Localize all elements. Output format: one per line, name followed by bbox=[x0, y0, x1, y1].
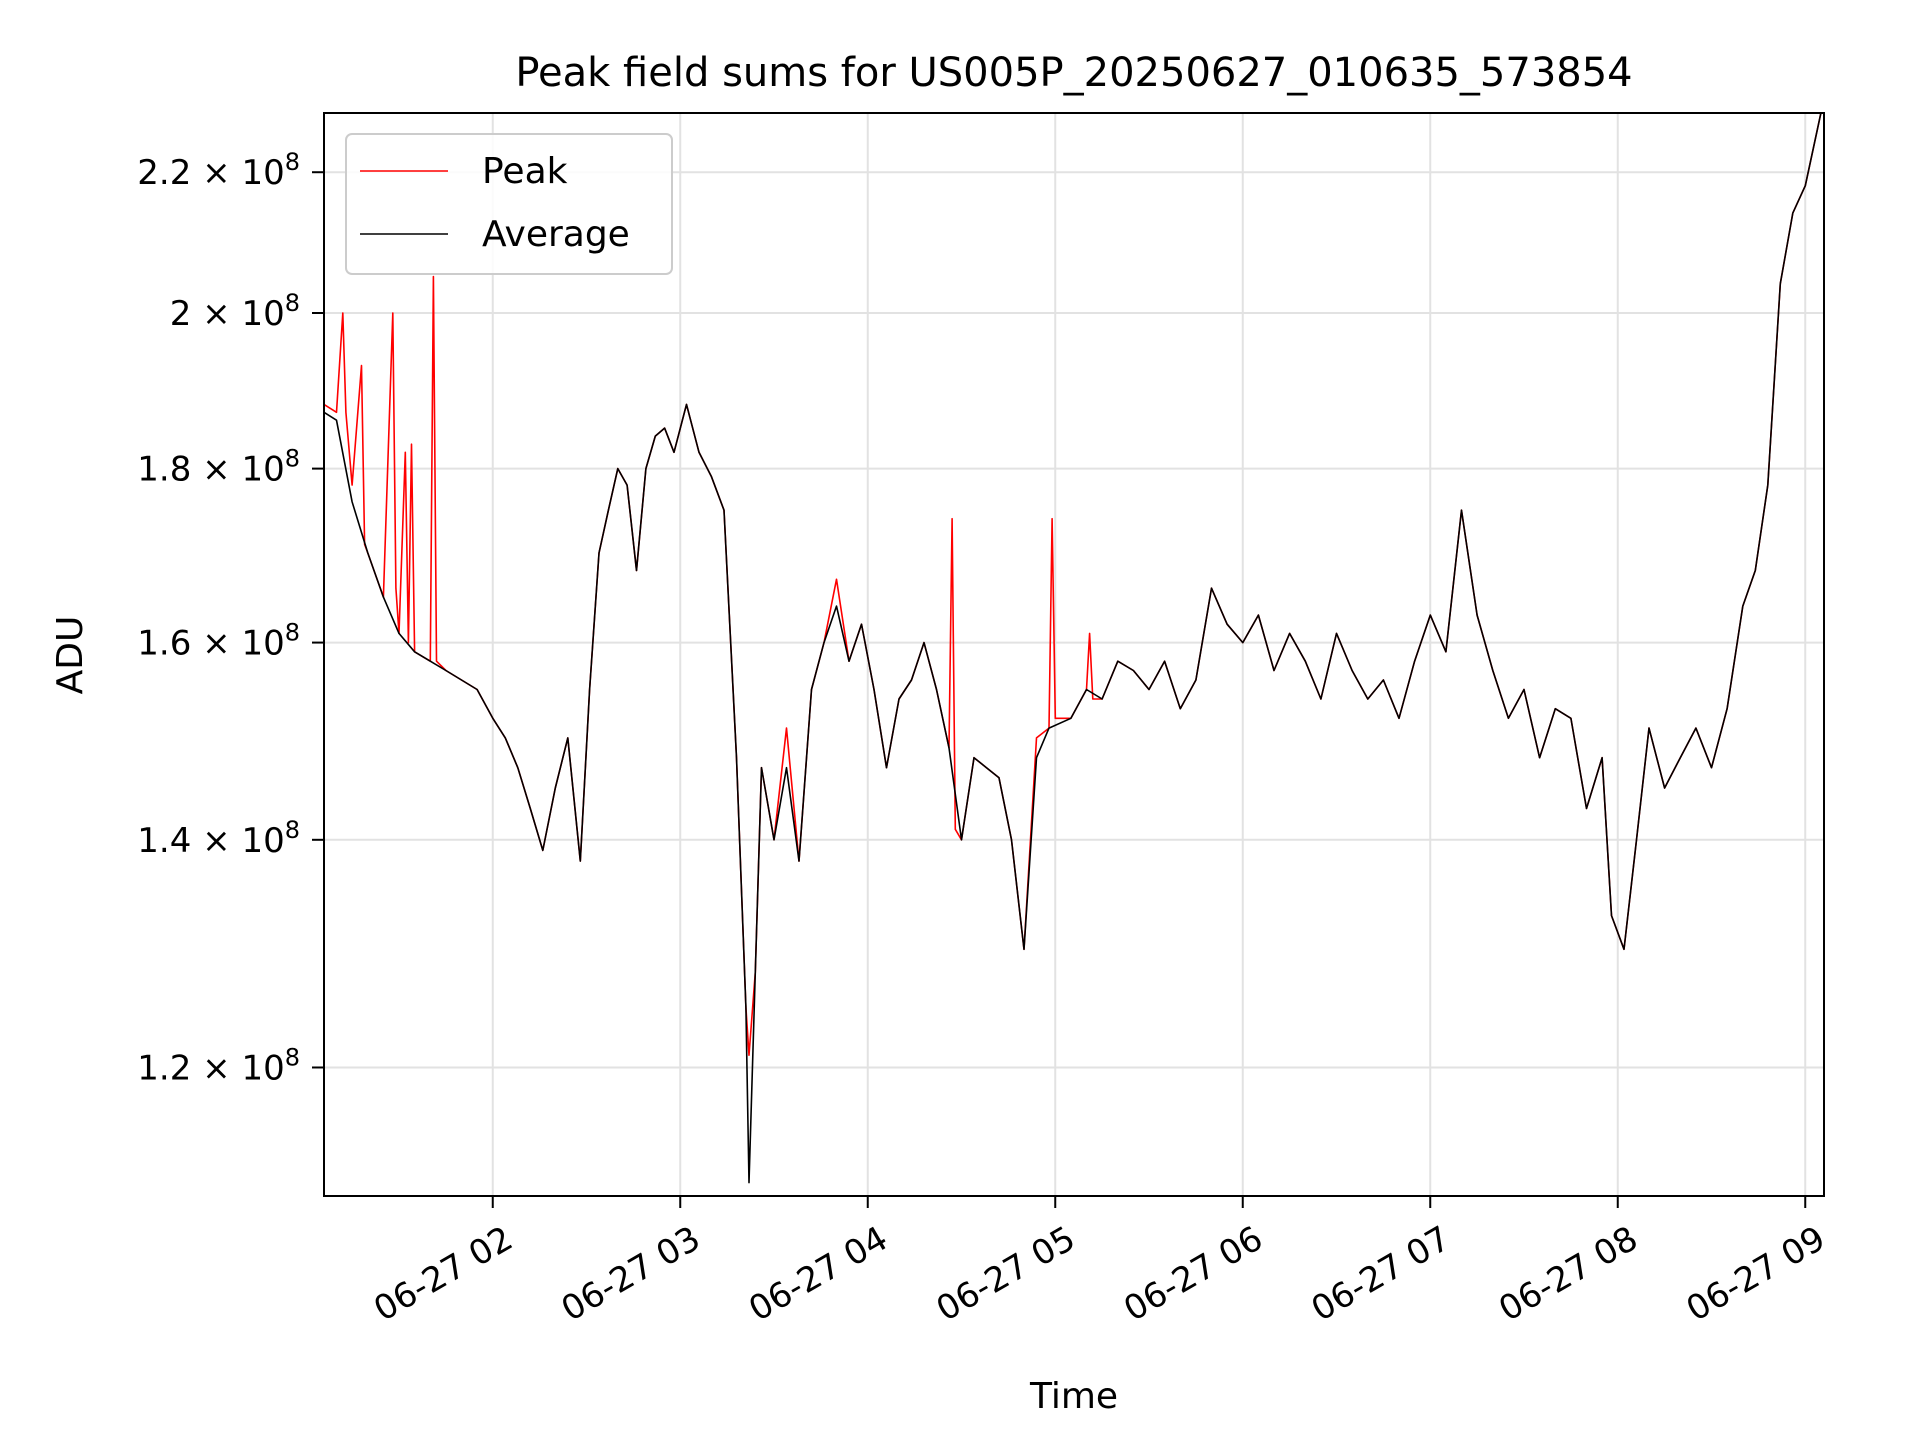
x-tick-label: 06-27 09 bbox=[1680, 1219, 1832, 1330]
y-tick-label: 1.6 × 108 bbox=[137, 619, 300, 664]
legend-average-label: Average bbox=[482, 214, 630, 255]
x-tick-label: 06-27 05 bbox=[930, 1219, 1082, 1330]
grid bbox=[324, 113, 1824, 1196]
x-tick-label: 06-27 08 bbox=[1492, 1219, 1644, 1330]
axes: 06-27 02 06-27 03 06-27 04 06-27 05 06-27 06… bbox=[137, 148, 1832, 1329]
y-tick-label: 1.8 × 108 bbox=[137, 445, 300, 490]
legend: Peak Average bbox=[345, 133, 673, 275]
x-tick-label: 06-27 03 bbox=[555, 1219, 707, 1330]
y-tick-label: 1.2 × 108 bbox=[137, 1043, 300, 1088]
x-axis-label: Time bbox=[1029, 1376, 1118, 1417]
plot-frame bbox=[323, 112, 1825, 1197]
series-line-average bbox=[324, 113, 1822, 1184]
y-tick-label: 2.2 × 108 bbox=[137, 148, 300, 193]
y-tick-label: 2 × 108 bbox=[170, 289, 300, 334]
x-tick-label: 06-27 04 bbox=[742, 1219, 894, 1330]
x-tick-label: 06-27 07 bbox=[1305, 1219, 1457, 1330]
plot-lines bbox=[324, 113, 1822, 1184]
x-tick-label: 06-27 06 bbox=[1117, 1219, 1269, 1330]
x-tick-label: 06-27 02 bbox=[367, 1219, 519, 1330]
y-tick-label: 1.4 × 108 bbox=[137, 816, 300, 861]
legend-box bbox=[345, 133, 673, 275]
legend-peak-label: Peak bbox=[482, 151, 568, 192]
y-axis-label: ADU bbox=[50, 616, 91, 695]
chart-title: Peak field sums for US005P_20250627_0106… bbox=[515, 50, 1632, 96]
